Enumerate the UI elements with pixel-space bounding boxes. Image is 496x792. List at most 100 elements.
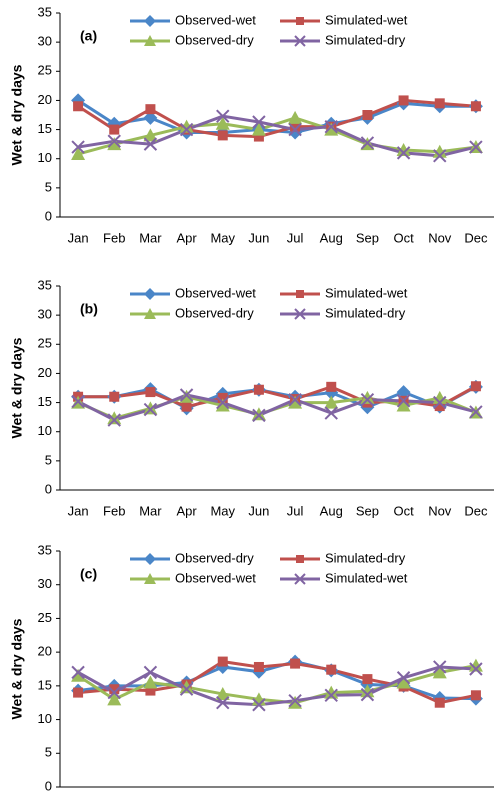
y-tick-label: 0	[45, 778, 52, 792]
series-line	[77, 660, 477, 705]
marker	[107, 137, 122, 151]
marker	[294, 308, 306, 320]
marker	[326, 381, 337, 392]
marker	[215, 686, 230, 700]
marker	[107, 692, 122, 706]
series-line	[77, 98, 477, 139]
marker	[396, 146, 411, 160]
x-tick-label: May	[210, 503, 235, 518]
marker	[362, 110, 373, 120]
y-tick-label: 20	[38, 92, 52, 107]
marker	[143, 110, 158, 125]
marker	[71, 394, 85, 409]
marker	[294, 573, 306, 585]
marker	[253, 661, 264, 672]
legend-label: Observed-dry	[175, 305, 254, 320]
marker	[143, 128, 158, 142]
y-axis-label: Wet & dry days	[9, 337, 25, 438]
x-tick-label: Mar	[139, 230, 162, 245]
x-tick-label: Jul	[287, 503, 304, 518]
marker	[434, 697, 445, 708]
marker	[73, 101, 84, 112]
marker	[324, 688, 338, 703]
marker	[469, 140, 483, 154]
marker	[144, 308, 156, 319]
legend-label: Simulated-dry	[325, 550, 406, 565]
y-tick-label: 20	[38, 644, 52, 659]
marker	[432, 144, 447, 158]
marker	[470, 381, 481, 392]
x-tick-label: Jul	[287, 230, 304, 245]
legend-label: Simulated-dry	[325, 305, 406, 320]
marker	[109, 684, 120, 695]
marker	[296, 555, 304, 563]
marker	[324, 122, 339, 136]
marker	[324, 119, 338, 134]
x-tick-label: Dec	[464, 230, 488, 245]
marker	[109, 124, 120, 135]
legend-label: Observed-wet	[175, 285, 256, 300]
y-tick-label: 15	[38, 121, 52, 136]
marker	[360, 687, 375, 702]
x-tick-label: Feb	[103, 230, 125, 245]
marker	[326, 664, 337, 675]
y-tick-label: 5	[45, 452, 52, 467]
series-line	[77, 116, 477, 156]
marker	[433, 660, 447, 674]
x-tick-label: Oct	[393, 230, 414, 245]
marker	[324, 685, 339, 699]
marker	[181, 401, 192, 412]
marker	[434, 401, 445, 412]
marker	[217, 656, 228, 667]
marker	[216, 109, 230, 123]
marker	[470, 101, 481, 112]
marker	[144, 573, 156, 584]
series-line	[78, 385, 477, 411]
marker	[468, 658, 483, 672]
series-line	[77, 665, 477, 707]
marker	[290, 658, 301, 669]
marker	[253, 384, 264, 395]
marker	[469, 405, 483, 419]
y-tick-label: 15	[38, 394, 52, 409]
marker	[179, 682, 194, 696]
panel-label: (a)	[80, 28, 97, 44]
x-tick-label: Feb	[103, 503, 125, 518]
marker	[288, 693, 302, 708]
marker	[290, 121, 301, 132]
x-tick-label: Aug	[320, 503, 343, 518]
marker	[398, 95, 409, 106]
marker	[252, 698, 266, 712]
y-tick-label: 25	[38, 336, 52, 351]
panel-label: (c)	[80, 566, 97, 582]
marker	[251, 407, 266, 421]
marker	[251, 122, 266, 136]
marker	[179, 119, 194, 133]
marker	[396, 398, 411, 412]
x-tick-label: Sep	[356, 503, 379, 518]
marker	[179, 122, 194, 137]
y-axis-label: Wet & dry days	[9, 618, 25, 719]
marker	[216, 395, 230, 410]
x-tick-label: Mar	[139, 503, 162, 518]
x-tick-label: Nov	[428, 503, 452, 518]
x-tick-label: Oct	[393, 503, 414, 518]
y-tick-label: 25	[38, 63, 52, 78]
marker	[434, 98, 445, 109]
marker	[216, 696, 230, 710]
marker	[396, 142, 411, 156]
series-line	[77, 664, 477, 705]
x-tick-label: Jan	[68, 230, 89, 245]
legend-label: Simulated-dry	[325, 32, 406, 47]
y-tick-label: 5	[45, 179, 52, 194]
legend-label: Simulated-wet	[325, 285, 408, 300]
x-tick-label: Nov	[428, 230, 452, 245]
marker	[288, 110, 303, 124]
y-tick-label: 10	[38, 711, 52, 726]
marker	[296, 17, 304, 25]
marker	[360, 392, 375, 407]
marker	[143, 137, 158, 151]
marker	[215, 398, 230, 412]
x-tick-label: May	[210, 230, 235, 245]
panel-label: (b)	[80, 301, 98, 317]
